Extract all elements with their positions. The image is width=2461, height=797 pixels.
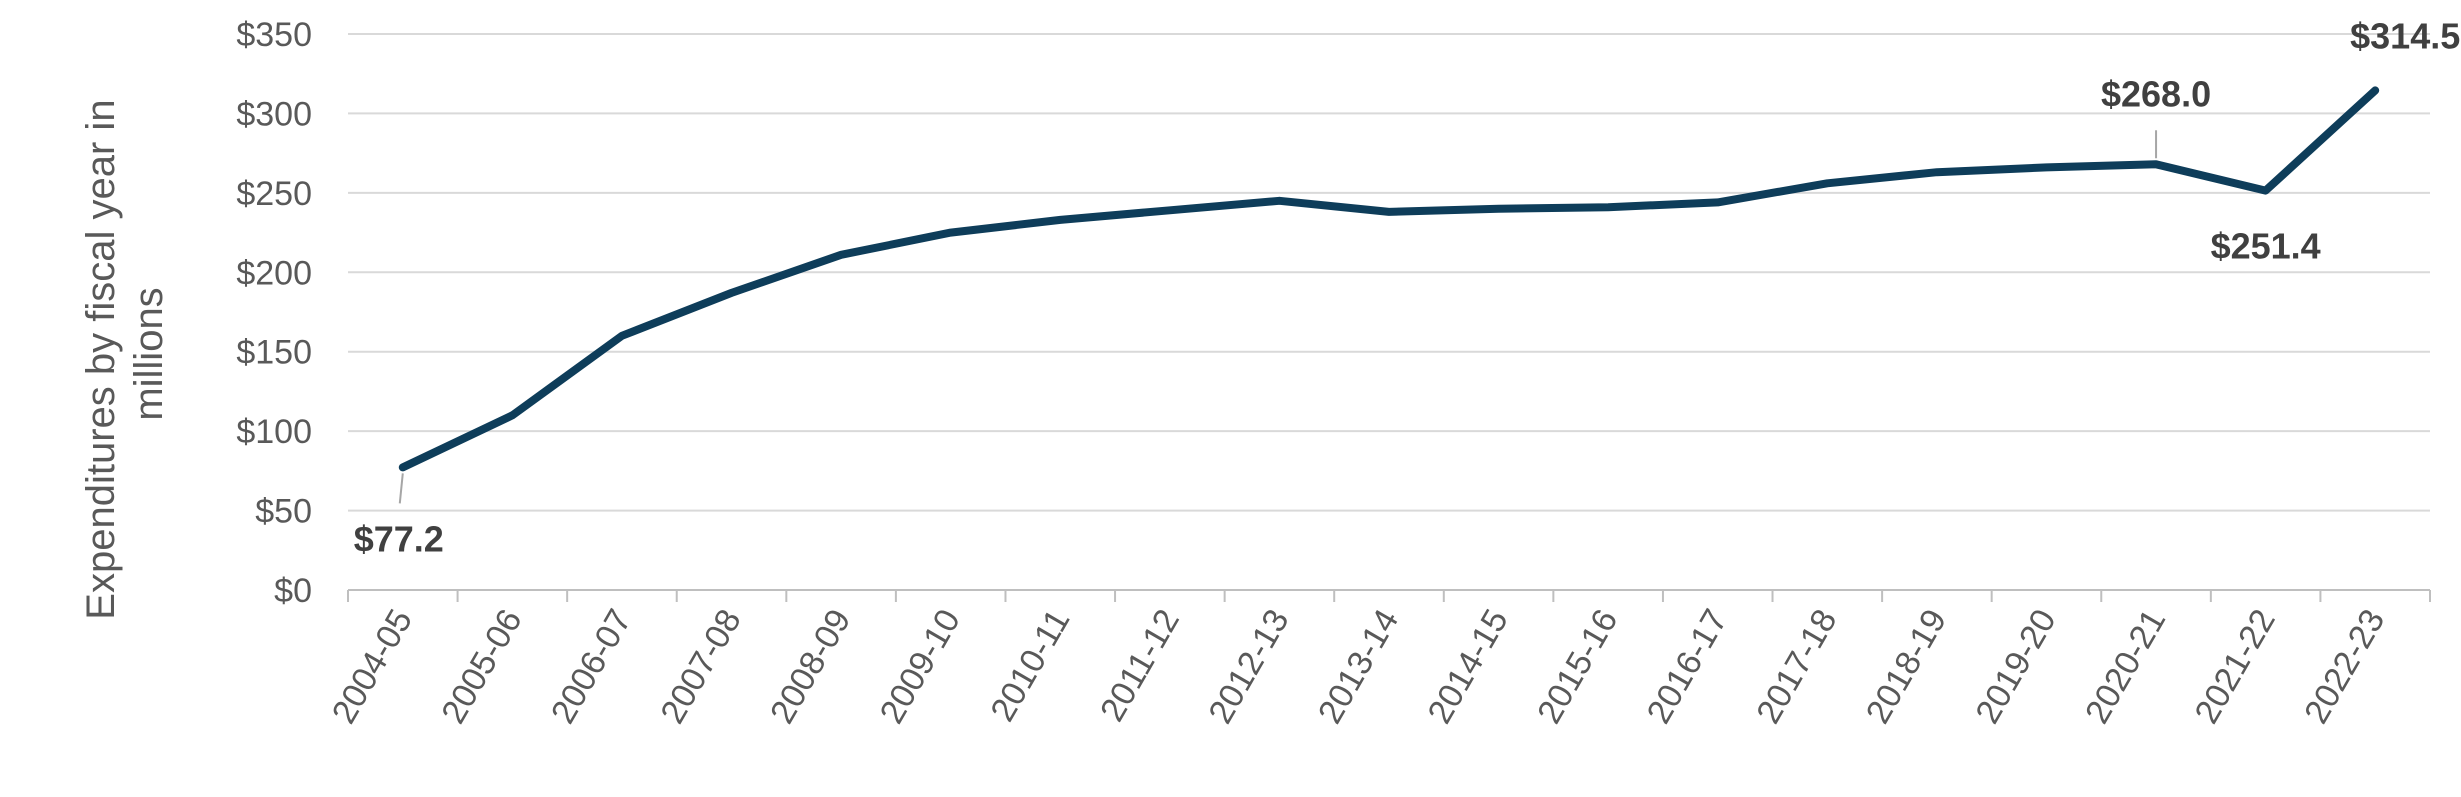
x-tick-label: 2006-07 bbox=[544, 603, 639, 730]
x-tick-label: 2005-06 bbox=[434, 603, 529, 730]
x-tick-label: 2004-05 bbox=[325, 603, 420, 730]
x-tick-label: 2015-16 bbox=[1530, 603, 1625, 730]
data-label: $251.4 bbox=[2211, 226, 2321, 267]
x-tick-label: 2009-10 bbox=[873, 603, 968, 730]
x-tick-label: 2010-11 bbox=[983, 603, 1077, 728]
y-axis-label-line-1: Expenditures by fiscal year in bbox=[79, 99, 123, 619]
x-tick-label: 2008-09 bbox=[763, 603, 858, 730]
x-tick-label: 2017-18 bbox=[1749, 603, 1844, 730]
x-tick-label: 2021-22 bbox=[2188, 603, 2283, 730]
y-tick-label: $250 bbox=[236, 175, 312, 213]
x-tick-label: 2018-19 bbox=[1859, 603, 1954, 730]
x-tick-label: 2011-12 bbox=[1093, 603, 1187, 728]
data-label: $314.5 bbox=[2350, 15, 2460, 56]
x-axis: 2004-05 2005-06 2006-07 2007-08 2008-09 2009-… bbox=[325, 589, 2431, 730]
gridlines bbox=[348, 33, 2430, 512]
y-tick-label: $150 bbox=[236, 334, 312, 372]
series-group bbox=[398, 86, 2380, 472]
x-tick-label: 2013-14 bbox=[1311, 603, 1406, 730]
y-tick-label: $0 bbox=[274, 572, 312, 610]
x-tick-label: 2012-13 bbox=[1201, 603, 1296, 730]
y-tick-label: $200 bbox=[236, 254, 312, 292]
series-line bbox=[398, 86, 2380, 472]
y-axis-label-line-2: millions bbox=[127, 287, 171, 420]
y-tick-label: $100 bbox=[236, 413, 312, 451]
x-tick-label: 2022-23 bbox=[2297, 603, 2392, 730]
data-labels: $77.2 $268.0 $251.4 $314.5 bbox=[354, 15, 2461, 559]
y-tick-label: $300 bbox=[236, 95, 312, 133]
data-label: $268.0 bbox=[2101, 73, 2211, 114]
y-axis-label: Expenditures by fiscal year in millions bbox=[79, 88, 171, 619]
y-tick-label: $50 bbox=[255, 493, 312, 531]
x-tick-label: 2019-20 bbox=[1968, 603, 2063, 730]
data-label: $77.2 bbox=[354, 518, 444, 559]
x-tick-label: 2014-15 bbox=[1421, 603, 1516, 730]
data-label-leader bbox=[398, 473, 404, 504]
x-tick-label: 2016-17 bbox=[1640, 603, 1735, 730]
x-tick-label: 2020-21 bbox=[2078, 603, 2173, 730]
y-axis-ticks: $0 $50 $100 $150 $200 $250 $300 $350 bbox=[236, 16, 312, 610]
y-tick-label: $350 bbox=[236, 16, 312, 54]
x-tick-label: 2007-08 bbox=[653, 603, 748, 730]
